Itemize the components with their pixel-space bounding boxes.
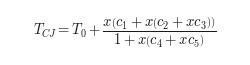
Text: $T_{CJ} = T_0 + \dfrac{x\left(c_1 + x\left(c_2 + xc_3\right)\right)}{1 + x\left(: $T_{CJ} = T_0 + \dfrac{x\left(c_1 + x\le… — [33, 15, 217, 50]
